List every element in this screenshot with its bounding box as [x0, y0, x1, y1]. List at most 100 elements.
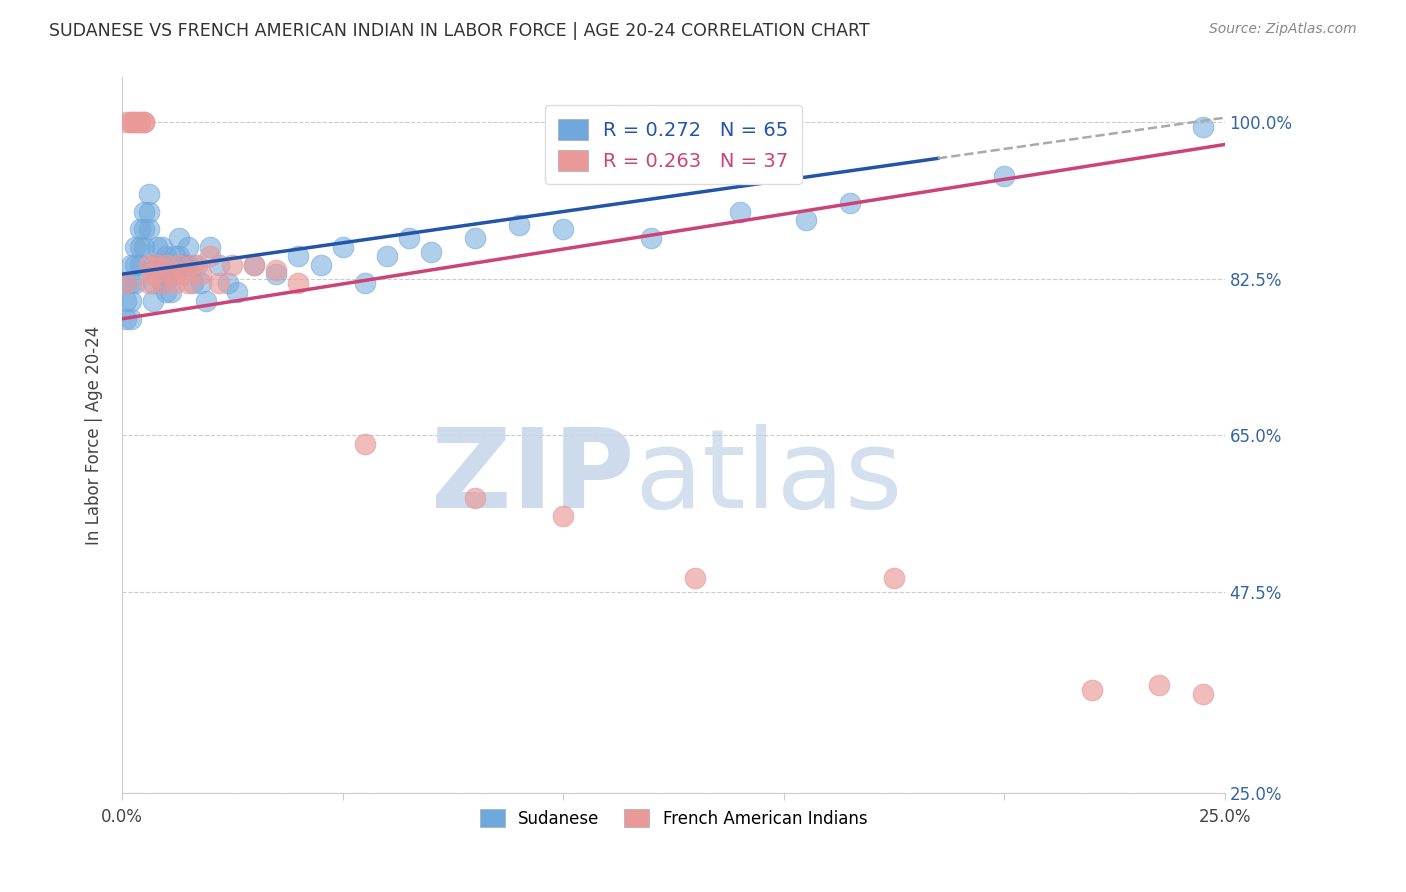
Point: [398, 231, 420, 245]
Point: [838, 195, 860, 210]
Point: [181, 258, 204, 272]
Point: [464, 231, 486, 245]
Point: [728, 204, 751, 219]
Point: [243, 258, 266, 272]
Point: [138, 258, 160, 272]
Point: [138, 204, 160, 219]
Point: [150, 258, 173, 272]
Point: [132, 240, 155, 254]
Point: [142, 293, 165, 308]
Point: [132, 222, 155, 236]
Point: [146, 258, 169, 272]
Point: [287, 249, 309, 263]
Point: [225, 285, 247, 299]
Text: atlas: atlas: [634, 425, 903, 532]
Point: [128, 222, 150, 236]
Point: [287, 276, 309, 290]
Point: [128, 115, 150, 129]
Point: [138, 222, 160, 236]
Point: [150, 276, 173, 290]
Point: [155, 249, 177, 263]
Point: [146, 240, 169, 254]
Point: [132, 115, 155, 129]
Point: [243, 258, 266, 272]
Point: [142, 258, 165, 272]
Point: [208, 258, 231, 272]
Point: [1081, 682, 1104, 697]
Point: [115, 115, 138, 129]
Point: [993, 169, 1015, 183]
Point: [208, 276, 231, 290]
Point: [169, 231, 191, 245]
Point: [115, 276, 138, 290]
Point: [120, 258, 142, 272]
Point: [309, 258, 332, 272]
Point: [124, 115, 146, 129]
Point: [155, 258, 177, 272]
Point: [142, 267, 165, 281]
Point: [177, 276, 200, 290]
Point: [177, 258, 200, 272]
Point: [120, 293, 142, 308]
Point: [120, 311, 142, 326]
Point: [138, 186, 160, 201]
Point: [128, 240, 150, 254]
Text: ZIP: ZIP: [432, 425, 634, 532]
Point: [640, 231, 662, 245]
Point: [163, 249, 186, 263]
Point: [186, 258, 208, 272]
Point: [194, 293, 217, 308]
Point: [169, 258, 191, 272]
Point: [266, 267, 288, 281]
Point: [200, 240, 222, 254]
Point: [375, 249, 398, 263]
Point: [128, 115, 150, 129]
Text: SUDANESE VS FRENCH AMERICAN INDIAN IN LABOR FORCE | AGE 20-24 CORRELATION CHART: SUDANESE VS FRENCH AMERICAN INDIAN IN LA…: [49, 22, 870, 40]
Point: [1191, 687, 1213, 701]
Point: [132, 204, 155, 219]
Point: [794, 213, 817, 227]
Point: [217, 276, 239, 290]
Point: [1147, 678, 1170, 692]
Point: [332, 240, 354, 254]
Point: [353, 276, 375, 290]
Point: [200, 249, 222, 263]
Point: [138, 276, 160, 290]
Point: [353, 437, 375, 451]
Point: [177, 240, 200, 254]
Point: [146, 258, 169, 272]
Point: [120, 115, 142, 129]
Point: [173, 258, 195, 272]
Point: [120, 115, 142, 129]
Point: [115, 311, 138, 326]
Point: [115, 293, 138, 308]
Text: Source: ZipAtlas.com: Source: ZipAtlas.com: [1209, 22, 1357, 37]
Point: [128, 258, 150, 272]
Point: [883, 571, 905, 585]
Point: [553, 508, 575, 523]
Point: [181, 276, 204, 290]
Point: [155, 267, 177, 281]
Point: [159, 285, 181, 299]
Point: [508, 218, 530, 232]
Point: [150, 276, 173, 290]
Point: [120, 276, 142, 290]
Point: [124, 276, 146, 290]
Legend: Sudanese, French American Indians: Sudanese, French American Indians: [472, 803, 875, 834]
Point: [221, 258, 243, 272]
Point: [685, 571, 707, 585]
Point: [169, 249, 191, 263]
Y-axis label: In Labor Force | Age 20-24: In Labor Force | Age 20-24: [86, 326, 103, 545]
Point: [142, 276, 165, 290]
Point: [132, 115, 155, 129]
Point: [1191, 120, 1213, 134]
Point: [190, 267, 212, 281]
Point: [124, 240, 146, 254]
Point: [173, 267, 195, 281]
Point: [419, 244, 441, 259]
Point: [124, 258, 146, 272]
Point: [150, 240, 173, 254]
Point: [464, 491, 486, 505]
Point: [124, 115, 146, 129]
Point: [190, 276, 212, 290]
